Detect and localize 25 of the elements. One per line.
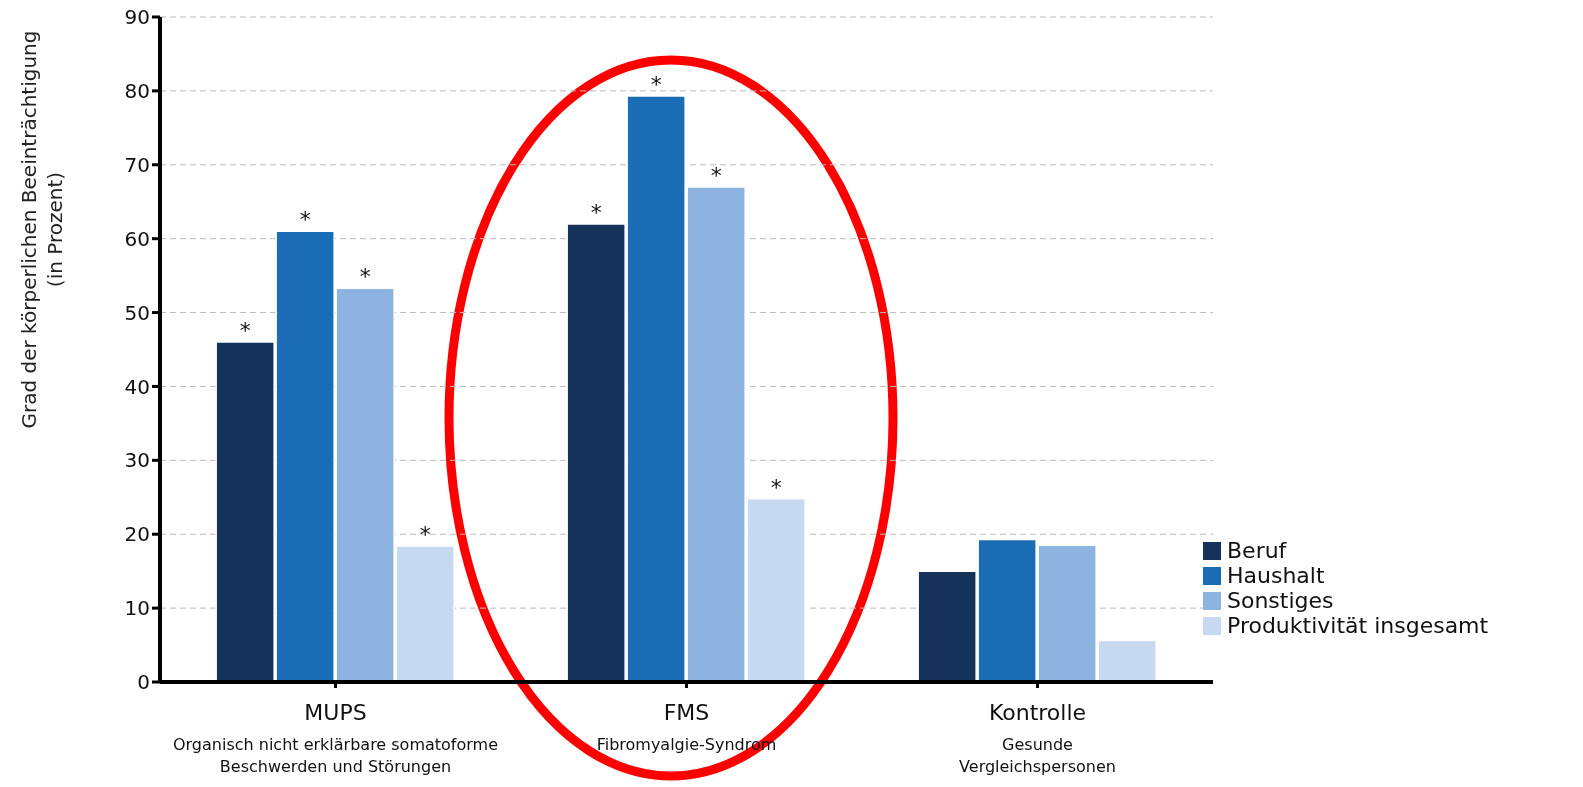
legend-label: Produktivität insgesamt bbox=[1227, 613, 1489, 638]
y-tick-label: 30 bbox=[124, 448, 150, 473]
y-tick-label: 40 bbox=[124, 374, 150, 399]
y-tick-label: 60 bbox=[124, 226, 150, 251]
y-tick-label: 10 bbox=[124, 596, 150, 621]
y-tick-label: 80 bbox=[124, 78, 150, 103]
legend-label: Beruf bbox=[1227, 538, 1287, 563]
data-label: * bbox=[419, 522, 431, 548]
data-label: * bbox=[590, 199, 602, 225]
data-label: * bbox=[239, 318, 251, 344]
y-tick-label: 90 bbox=[124, 5, 150, 30]
data-label: * bbox=[650, 72, 662, 98]
data-label: * bbox=[770, 474, 782, 500]
y-tick-label: 70 bbox=[124, 152, 150, 177]
data-label: * bbox=[299, 207, 311, 233]
y-tick-label: 20 bbox=[124, 522, 150, 547]
y-tick-label: 50 bbox=[124, 300, 150, 325]
y-tick-label: 0 bbox=[137, 670, 150, 695]
legend-label: Haushalt bbox=[1227, 563, 1325, 588]
x-tick-label: MUPS Organisch nicht erklärbare somatoforme Beschwerden und Störungen bbox=[172, 700, 499, 776]
data-label: * bbox=[359, 264, 371, 290]
y-axis-title: Grad der körperlichen Beeinträchtigung (in Prozent) bbox=[17, 30, 67, 429]
x-tick-label: Kontrolle Gesunde Vergleichspersonen bbox=[959, 700, 1116, 776]
legend-label: Sonstiges bbox=[1227, 588, 1334, 613]
data-label: * bbox=[710, 162, 722, 188]
